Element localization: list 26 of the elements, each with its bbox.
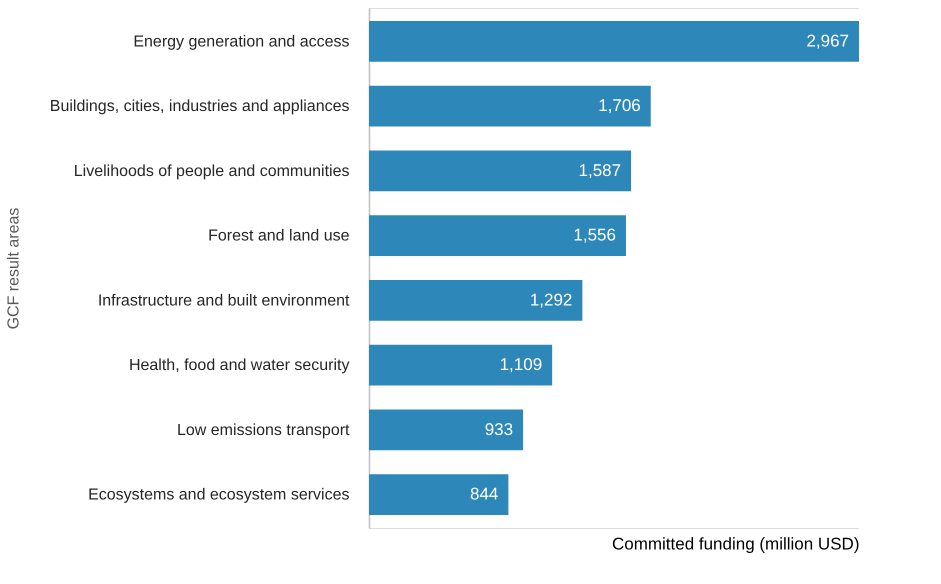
data-label: 1,109 (500, 355, 542, 374)
y-tick-label: Ecosystems and ecosystem services (88, 486, 350, 504)
bar (369, 215, 626, 256)
y-tick-label: Infrastructure and built environment (98, 292, 350, 310)
y-tick-label: Buildings, cities, industries and appliances (50, 98, 350, 116)
bar (369, 150, 632, 192)
x-axis-title: Committed funding (million USD) (612, 534, 860, 554)
y-tick-label: Energy generation and access (133, 33, 350, 50)
y-tick-label: Forest and land use (208, 228, 350, 245)
data-label: 1,556 (573, 226, 616, 245)
data-label: 1,706 (598, 96, 641, 116)
data-label: 844 (470, 484, 498, 504)
data-label: 1,587 (578, 160, 622, 180)
bar (369, 280, 582, 321)
y-axis-title: GCF result areas (6, 208, 22, 330)
y-tick-label: Livelihoods of people and communities (74, 162, 350, 180)
bar (369, 344, 552, 386)
data-label: 2,967 (806, 31, 849, 50)
data-label: 933 (484, 420, 514, 439)
bar (369, 86, 651, 127)
y-tick-label: Health, food and water security (128, 357, 350, 374)
y-tick-label: Low emissions transport (176, 422, 350, 439)
bar (369, 474, 508, 516)
bar (369, 20, 859, 62)
data-label: 1,292 (530, 290, 572, 310)
bar (369, 409, 524, 450)
